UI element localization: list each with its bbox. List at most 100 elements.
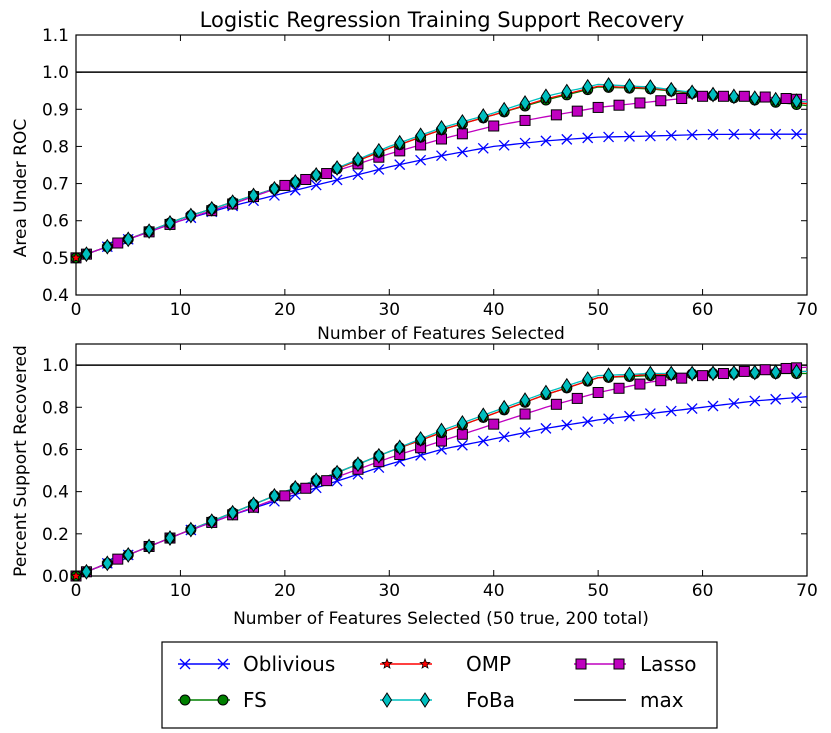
point-lasso-support-24 bbox=[655, 375, 667, 387]
y-tick-label-auc-5: 0.9 bbox=[42, 100, 69, 120]
point-oblivious-auc-27 bbox=[624, 131, 635, 142]
point-oblivious-support-22 bbox=[519, 427, 531, 439]
point-oblivious-support-27 bbox=[624, 410, 635, 422]
point-lasso-auc-30 bbox=[780, 93, 792, 105]
point-foba-auc-16 bbox=[415, 127, 426, 144]
point-foba-auc-33 bbox=[770, 91, 781, 108]
point-foba-support-5 bbox=[185, 521, 196, 538]
point-foba-auc-1 bbox=[102, 238, 113, 255]
legend-marker-foba-1 bbox=[419, 692, 431, 708]
x-tick-label-support-5: 50 bbox=[587, 581, 609, 601]
legend-marker-oblivious-0 bbox=[179, 658, 191, 670]
point-lasso-auc-21 bbox=[592, 101, 604, 113]
point-oblivious-support-28-stroke-b bbox=[644, 408, 656, 420]
point-foba-auc-4 bbox=[164, 215, 176, 231]
legend-marker-shape-omp-3 bbox=[419, 657, 431, 669]
point-oblivious-auc-16 bbox=[394, 159, 406, 171]
plot-area-auc bbox=[75, 34, 808, 296]
point-foba-support-18 bbox=[457, 414, 468, 431]
legend-entry-oblivious: Oblivious bbox=[178, 652, 335, 676]
point-oblivious-auc-21-stroke-b bbox=[498, 139, 510, 151]
point-foba-support-20 bbox=[499, 399, 510, 416]
point-foba-auc-24 bbox=[582, 78, 593, 95]
y-tick-label-support-5: 1.0 bbox=[42, 356, 69, 376]
point-oblivious-auc-31 bbox=[707, 129, 719, 140]
point-foba-support-21 bbox=[519, 392, 531, 409]
point-oblivious-auc-19-stroke-b bbox=[456, 146, 468, 158]
point-oblivious-auc-35-stroke-b bbox=[791, 128, 803, 140]
point-oblivious-auc-31-stroke-b bbox=[707, 129, 719, 140]
point-lasso-support-29 bbox=[759, 364, 771, 376]
point-oblivious-support-34 bbox=[770, 393, 782, 405]
point-lasso-auc-19 bbox=[550, 109, 562, 121]
point-oblivious-auc-21 bbox=[498, 139, 510, 151]
x-tick-label-auc-1: 10 bbox=[170, 300, 192, 320]
point-foba-support-16 bbox=[415, 430, 426, 447]
point-foba-auc-0 bbox=[81, 246, 92, 263]
point-lasso-support-10 bbox=[321, 475, 333, 487]
point-oblivious-auc-14 bbox=[352, 169, 364, 181]
point-oblivious-auc-15 bbox=[373, 163, 385, 175]
point-foba-auc-32 bbox=[749, 90, 760, 107]
point-lasso-auc-9 bbox=[300, 173, 312, 185]
point-foba-auc-20 bbox=[499, 101, 510, 118]
point-foba-auc-12 bbox=[331, 160, 343, 176]
point-oblivious-support-30 bbox=[686, 403, 698, 414]
point-oblivious-auc-26-stroke-b bbox=[603, 131, 615, 143]
point-foba-auc-6 bbox=[206, 200, 217, 217]
x-tick-label-auc-0: 0 bbox=[71, 300, 82, 320]
point-oblivious-support-32 bbox=[728, 398, 740, 409]
point-oblivious-auc-23 bbox=[540, 135, 552, 147]
point-lasso-support-2 bbox=[112, 553, 124, 565]
point-oblivious-support-25-stroke-b bbox=[582, 416, 594, 428]
legend-marker-shape-oblivious-0-stroke-b bbox=[179, 658, 191, 670]
x-tick-label-support-4: 40 bbox=[483, 581, 505, 601]
point-oblivious-auc-18 bbox=[436, 150, 447, 162]
point-oblivious-support-32-stroke-b bbox=[728, 398, 740, 409]
point-oblivious-auc-14-stroke-b bbox=[352, 169, 364, 181]
point-oblivious-auc-35 bbox=[791, 128, 803, 140]
point-lasso-auc-25 bbox=[676, 93, 688, 105]
point-lasso-auc-2 bbox=[112, 237, 124, 249]
point-oblivious-auc-23-stroke-b bbox=[540, 135, 552, 147]
point-oblivious-support-31-stroke-b bbox=[707, 400, 719, 412]
point-oblivious-support-28 bbox=[644, 408, 656, 420]
legend-marker-oblivious-1 bbox=[217, 658, 229, 670]
plot-auc: 0 10 20 30 40 50 60 70 0.4 0.5 0.6 0.7 0.8 0.9 1.0 1.1… bbox=[11, 26, 818, 344]
point-oblivious-auc-18-stroke-b bbox=[436, 150, 447, 162]
point-foba-support-26 bbox=[624, 366, 635, 383]
legend-entry-fs: FS bbox=[178, 688, 267, 712]
point-lasso-support-25 bbox=[676, 372, 688, 384]
point-oblivious-support-27-stroke-b bbox=[624, 410, 635, 422]
point-oblivious-support-24 bbox=[561, 419, 573, 431]
point-oblivious-auc-28-stroke-b bbox=[644, 130, 656, 142]
y-tick-label-support-4: 0.8 bbox=[42, 398, 69, 418]
point-foba-auc-25 bbox=[603, 76, 614, 93]
point-foba-support-23 bbox=[561, 377, 572, 394]
point-foba-auc-30 bbox=[707, 86, 719, 103]
legend-marker-shape-fs-7 bbox=[217, 694, 229, 706]
legend-marker-fs-1 bbox=[217, 694, 229, 706]
point-lasso-auc-17 bbox=[488, 120, 500, 132]
point-oblivious-auc-20 bbox=[477, 142, 489, 154]
legend-marker-shape-lasso-4 bbox=[575, 658, 587, 670]
point-foba-auc-8 bbox=[248, 187, 259, 204]
point-oblivious-support-33-stroke-b bbox=[749, 395, 761, 407]
point-oblivious-auc-34 bbox=[770, 128, 782, 140]
x-tick-label-support-6: 60 bbox=[692, 581, 714, 601]
y-tick-label-support-1: 0.2 bbox=[42, 525, 69, 545]
point-oblivious-auc-24 bbox=[561, 133, 573, 145]
x-tick-label-support-3: 30 bbox=[378, 581, 400, 601]
legend-entry-omp: OMP bbox=[380, 652, 511, 676]
point-foba-auc-11 bbox=[311, 167, 322, 183]
point-lasso-auc-24 bbox=[655, 95, 667, 107]
legend-marker-shape-oblivious-1 bbox=[217, 658, 229, 670]
point-foba-support-11 bbox=[311, 472, 322, 489]
y-tick-label-support-0: 0.0 bbox=[42, 567, 69, 587]
point-foba-support-28 bbox=[666, 365, 677, 382]
point-foba-auc-15 bbox=[394, 134, 405, 151]
point-lasso-support-9 bbox=[300, 482, 312, 494]
point-foba-support-19 bbox=[478, 407, 489, 424]
legend-marker-omp-1 bbox=[419, 657, 431, 669]
